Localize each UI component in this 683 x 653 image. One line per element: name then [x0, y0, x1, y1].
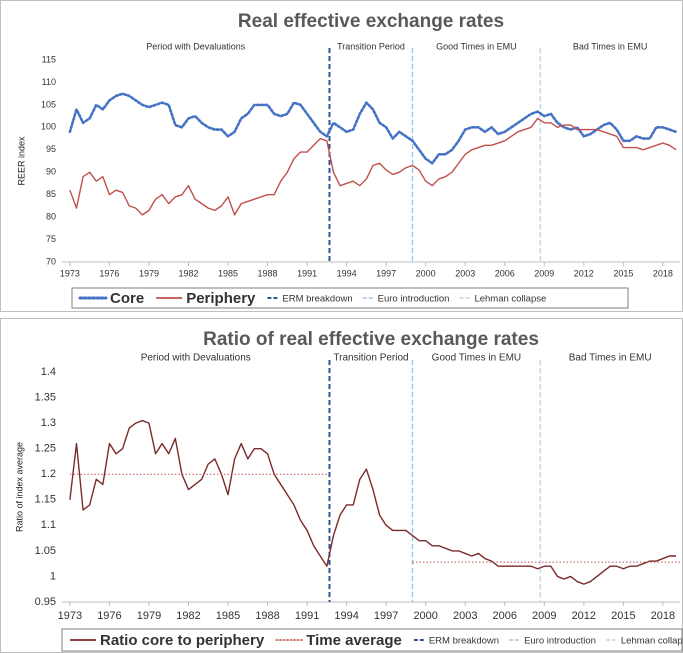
- chart-title: Ratio of real effective exchange rates: [203, 329, 539, 350]
- x-tick-label: 1988: [255, 610, 279, 622]
- x-tick-label: 2000: [416, 268, 436, 278]
- x-tick-label: 1991: [297, 268, 317, 278]
- y-axis-label: Ratio of index average: [14, 442, 24, 532]
- legend-label: Time average: [306, 632, 402, 649]
- x-tick-label: 1991: [295, 610, 319, 622]
- y-tick-label: 1.15: [35, 494, 56, 506]
- y-tick-label: 110: [42, 77, 56, 87]
- x-tick-label: 1988: [258, 268, 278, 278]
- legend-label: ERM breakdown: [429, 636, 499, 647]
- y-tick-label: 1.35: [35, 391, 56, 403]
- x-tick-label: 2000: [413, 610, 437, 622]
- legend-label: Periphery: [186, 290, 256, 307]
- y-tick-label: 1.2: [41, 468, 56, 480]
- y-tick-label: 1.3: [41, 417, 56, 429]
- y-tick-label: 70: [46, 256, 56, 266]
- series-line: [69, 117, 677, 216]
- period-label: Good Times in EMU: [432, 353, 521, 364]
- x-tick-label: 1979: [139, 268, 159, 278]
- x-tick-label: 1997: [374, 610, 398, 622]
- x-tick-label: 1985: [216, 610, 240, 622]
- x-tick-label: 2003: [455, 268, 475, 278]
- x-tick-label: 2009: [534, 268, 554, 278]
- period-label: Period with Devaluations: [141, 353, 251, 364]
- y-tick-label: 0.95: [35, 596, 56, 608]
- y-tick-label: 1: [50, 570, 56, 582]
- y-tick-label: 95: [46, 144, 56, 154]
- y-tick-label: 90: [46, 167, 56, 177]
- legend-label: Lehman collapse: [621, 636, 683, 647]
- legend-box: [71, 287, 629, 309]
- x-tick-label: 1982: [176, 610, 200, 622]
- x-tick-label: 1997: [376, 268, 396, 278]
- x-tick-label: 1973: [60, 268, 80, 278]
- legend-label: Euro introduction: [524, 636, 596, 647]
- x-tick-label: 2018: [653, 268, 673, 278]
- x-tick-label: 1994: [337, 268, 357, 278]
- chart: Ratio of real effective exchange rates R…: [0, 318, 683, 653]
- period-label: Transition Period: [333, 353, 408, 364]
- x-tick-label: 2015: [613, 268, 633, 278]
- y-tick-label: 1.05: [35, 545, 56, 557]
- x-tick-label: 2003: [453, 610, 477, 622]
- x-tick-label: 1973: [58, 610, 82, 622]
- y-tick-label: 115: [42, 54, 56, 64]
- period-label: Good Times in EMU: [436, 41, 517, 51]
- x-tick-label: 2015: [611, 610, 635, 622]
- chart-title: Real effective exchange rates: [238, 11, 504, 32]
- series-line: [69, 473, 680, 563]
- x-tick-label: 2018: [651, 610, 675, 622]
- legend-label: Euro introduction: [378, 294, 450, 305]
- legend-label: Ratio core to periphery: [100, 632, 265, 649]
- y-tick-label: 1.4: [41, 366, 56, 378]
- x-tick-label: 1985: [218, 268, 238, 278]
- period-label: Period with Devaluations: [146, 41, 246, 51]
- y-tick-label: 105: [41, 99, 56, 109]
- y-tick-label: 1.1: [41, 519, 56, 531]
- legend-label: ERM breakdown: [282, 294, 352, 305]
- y-tick-label: 75: [46, 234, 56, 244]
- x-tick-label: 1982: [178, 268, 198, 278]
- x-tick-label: 1976: [99, 268, 119, 278]
- x-tick-label: 1994: [334, 610, 358, 622]
- chart: Real effective exchange rates REER index…: [0, 0, 683, 312]
- x-tick-label: 1976: [97, 610, 121, 622]
- period-label: Bad Times in EMU: [569, 353, 652, 364]
- legend-box: [61, 628, 683, 652]
- legend-label: Core: [110, 290, 144, 307]
- x-tick-label: 2006: [493, 610, 517, 622]
- x-tick-label: 2012: [574, 268, 594, 278]
- y-tick-label: 85: [46, 189, 56, 199]
- y-tick-label: 100: [41, 122, 56, 132]
- y-tick-label: 80: [46, 211, 56, 221]
- series-line: [69, 419, 677, 585]
- x-tick-label: 1979: [137, 610, 161, 622]
- period-label: Transition Period: [337, 41, 405, 51]
- x-tick-label: 2012: [572, 610, 596, 622]
- x-tick-label: 2009: [532, 610, 556, 622]
- period-label: Bad Times in EMU: [573, 41, 648, 51]
- series-line: [68, 92, 678, 165]
- x-tick-label: 2006: [495, 268, 515, 278]
- y-tick-label: 1.25: [35, 443, 56, 455]
- legend-label: Lehman collapse: [474, 294, 546, 305]
- y-axis-label: REER index: [16, 136, 26, 186]
